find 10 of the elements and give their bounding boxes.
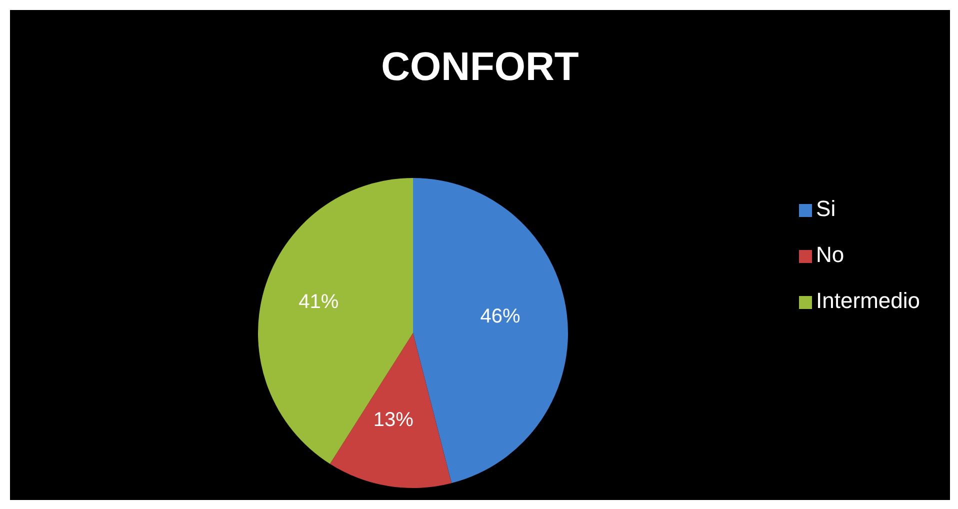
pie-slice xyxy=(330,333,452,488)
data-label: 13% xyxy=(373,408,414,431)
legend-label: Intermedio xyxy=(816,288,920,313)
data-label: 41% xyxy=(298,291,339,314)
legend-label: No xyxy=(816,242,844,267)
pie-slice xyxy=(258,178,413,464)
data-label: 46% xyxy=(480,305,520,328)
legend-label: Si xyxy=(816,196,836,221)
chart-title: CONFORT xyxy=(380,45,580,90)
pie-slice xyxy=(413,178,568,484)
